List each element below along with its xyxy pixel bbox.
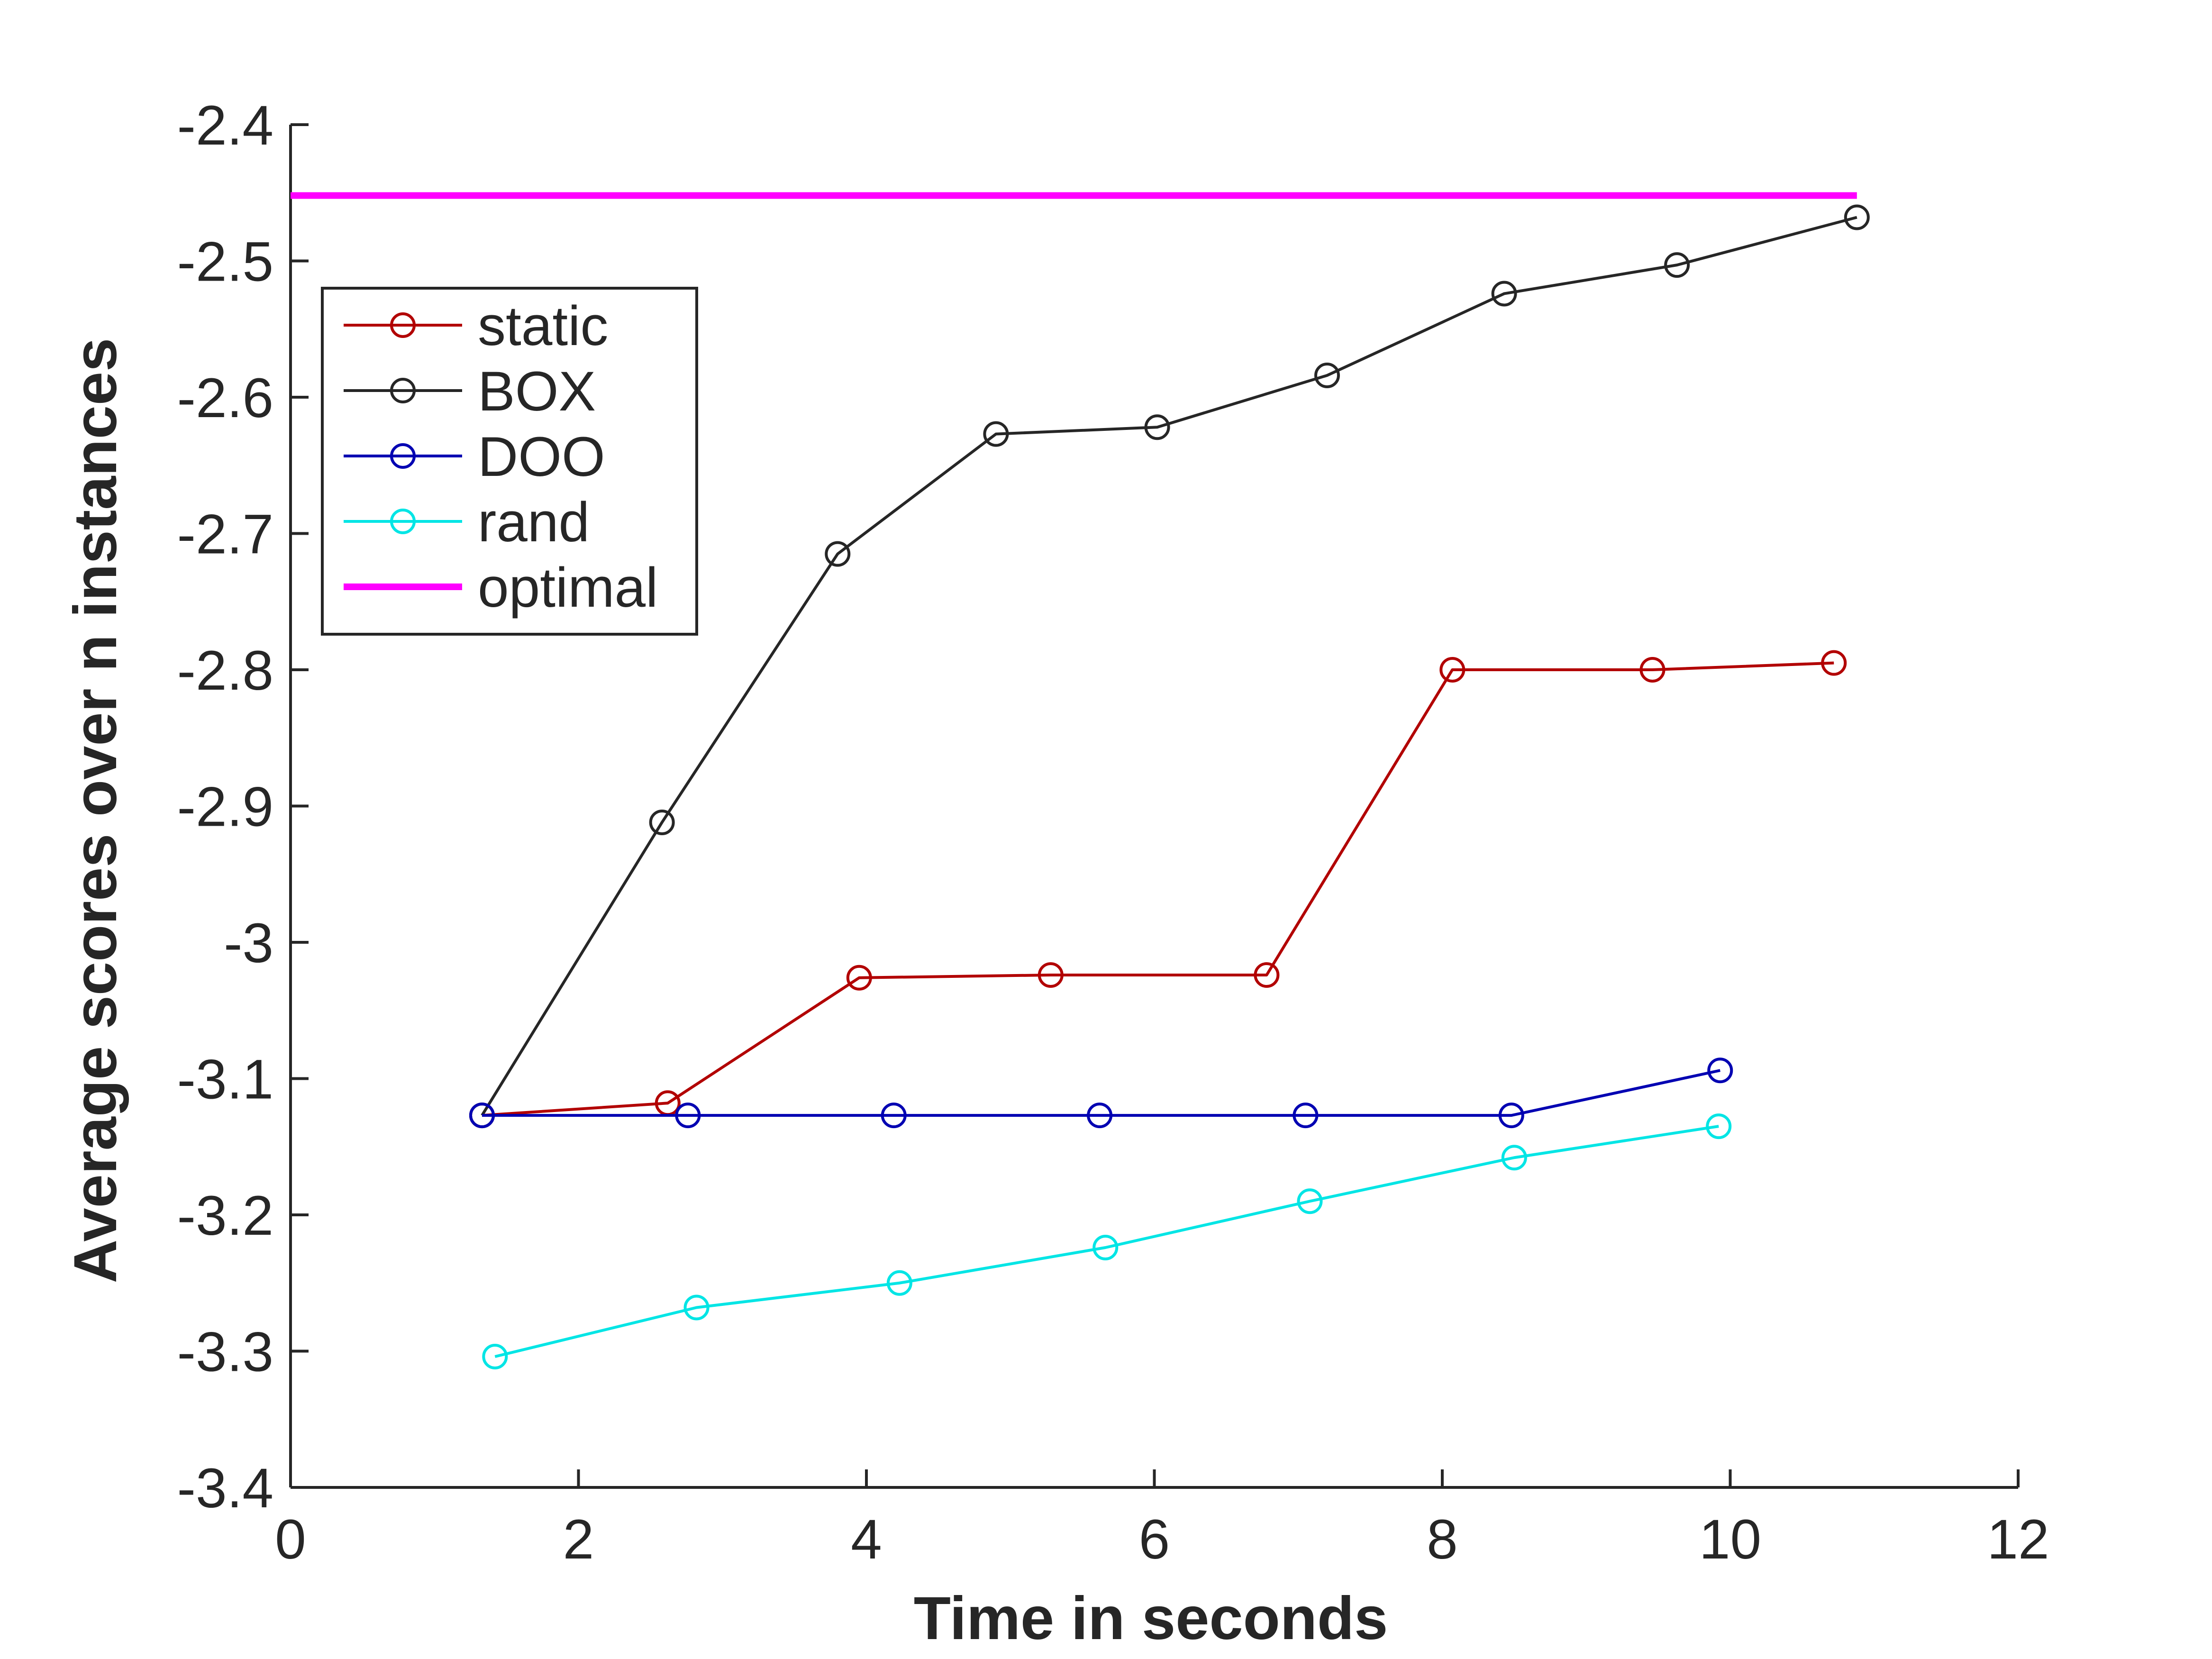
series-static: [469, 650, 1847, 1129]
legend-entry-box: BOX: [344, 360, 596, 423]
data-point: [1844, 204, 1870, 230]
legend-marker: [390, 509, 416, 534]
legend-entry-optimal: optimal: [344, 556, 658, 619]
data-point: [1639, 657, 1666, 683]
series-line-rand: [494, 1125, 1719, 1358]
series-group: [291, 192, 1870, 1369]
data-point: [1491, 281, 1517, 307]
data-point: [683, 1294, 710, 1321]
y-tick-label: -3.4: [177, 1457, 273, 1520]
data-point: [1293, 1103, 1319, 1129]
y-tick-label: -2.6: [177, 367, 273, 429]
data-point: [1254, 962, 1280, 988]
x-tick-label: 8: [1427, 1508, 1458, 1571]
data-point: [675, 1103, 701, 1129]
data-point: [1501, 1145, 1527, 1171]
data-point: [1297, 1188, 1323, 1214]
y-tick-label: -3.2: [177, 1185, 273, 1247]
data-point: [649, 810, 675, 835]
data-point: [1038, 962, 1064, 988]
y-tick-label: -2.5: [177, 231, 273, 293]
legend-label: static: [478, 295, 608, 357]
data-point: [482, 1344, 508, 1369]
data-point: [1144, 414, 1170, 440]
series-line-doo: [482, 1069, 1720, 1117]
x-tick-label: 2: [563, 1508, 594, 1571]
series-doo: [469, 1057, 1733, 1129]
legend-marker: [390, 312, 416, 338]
data-point: [1314, 363, 1340, 388]
y-tick-label: -3: [224, 912, 273, 975]
legend-box: [321, 287, 698, 636]
legend-marker: [390, 443, 416, 469]
data-point: [1706, 1113, 1732, 1139]
y-tick-label: -2.7: [177, 503, 273, 566]
legend-entry-static: static: [344, 295, 608, 357]
legend-label: rand: [478, 491, 590, 554]
data-point: [881, 1103, 907, 1129]
data-point: [1439, 657, 1466, 683]
legend-entry-doo: DOO: [344, 426, 605, 488]
data-point: [886, 1270, 912, 1296]
legend-label: DOO: [478, 426, 605, 488]
legend-label: BOX: [478, 360, 596, 423]
data-point: [1707, 1057, 1733, 1084]
series-rand: [482, 1113, 1732, 1369]
x-tick-label: 12: [1987, 1508, 2049, 1571]
series-line-box: [481, 216, 1857, 1116]
series-line-static: [482, 661, 1834, 1117]
x-axis-title: Time in seconds: [914, 1585, 1388, 1652]
legend-label: optimal: [478, 556, 658, 619]
x-tick-label: 4: [851, 1508, 882, 1571]
data-point: [983, 421, 1009, 447]
y-tick-label: -2.4: [177, 94, 273, 157]
y-tick-label: -3.1: [177, 1048, 273, 1111]
data-point: [1087, 1103, 1113, 1129]
legend-marker: [390, 378, 416, 403]
data-point: [846, 965, 872, 991]
data-point: [1664, 252, 1690, 278]
data-point: [469, 1103, 495, 1129]
data-point: [825, 541, 851, 567]
x-tick-label: 10: [1699, 1508, 1761, 1571]
legend-entry-rand: rand: [344, 491, 590, 554]
axes: 0 2 4 6 8 10 12 -3.4 -3.3 -3.2 -3.1 -3 -2.9 -2.8 -2.7 -…: [177, 94, 2049, 1571]
y-axis-title: Average scores over n instances: [62, 338, 129, 1284]
y-tick-label: -3.3: [177, 1321, 273, 1384]
x-tick-label: 0: [275, 1508, 306, 1571]
x-tick-label: 6: [1139, 1508, 1170, 1571]
data-point: [1498, 1103, 1524, 1129]
data-point: [1821, 650, 1847, 676]
y-tick-label: -2.8: [177, 639, 273, 702]
y-tick-label: -2.9: [177, 776, 273, 839]
data-point: [1092, 1235, 1119, 1260]
